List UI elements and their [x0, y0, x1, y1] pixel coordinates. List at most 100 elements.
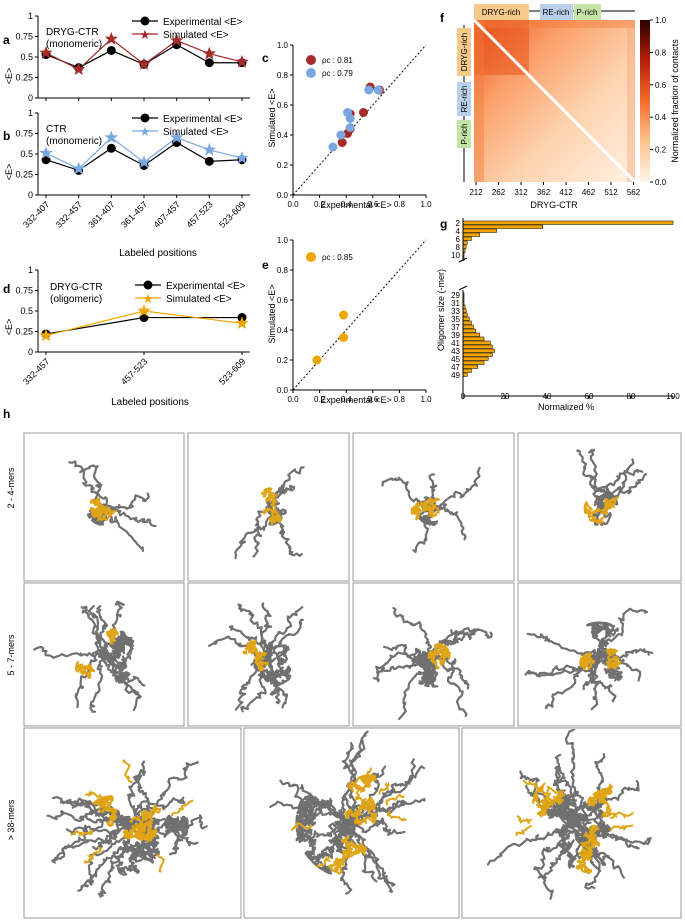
gold-chain — [105, 628, 120, 645]
gold-arm — [610, 811, 634, 820]
legend-orange-marker — [306, 252, 316, 262]
panel-h-grid — [23, 432, 682, 919]
gold-arm — [290, 822, 313, 832]
gold-chain — [75, 661, 96, 679]
sim-point — [72, 62, 86, 75]
gold-chain — [90, 503, 117, 522]
y-tick-label: 47 — [451, 363, 460, 372]
panel-b-legend: Experimental <E> ★ Simulated <E> — [132, 113, 243, 139]
x-tick-label: 362 — [537, 188, 551, 197]
x-tick-label: 312 — [514, 188, 528, 197]
gold-chain — [89, 497, 107, 521]
gray-core — [411, 648, 439, 688]
x-tick-label: 0.0 — [287, 395, 299, 404]
y-tick-label: 0 — [28, 347, 33, 357]
y-tick-label: 0 — [28, 190, 33, 200]
sim-point — [137, 304, 151, 317]
x-tick-label: 1.0 — [420, 200, 432, 209]
bar — [462, 324, 474, 329]
gray-chain — [131, 760, 199, 825]
scatter-point — [343, 108, 353, 117]
y-tick-label: 10 — [451, 251, 460, 260]
top-box-re — [540, 4, 573, 20]
panel-label-f: f — [440, 11, 445, 25]
protein-snapshot — [208, 602, 304, 713]
colorbar-tick-label: 0.8 — [655, 48, 667, 57]
x-tick-label: 562 — [627, 188, 641, 197]
protein-snapshot — [33, 600, 146, 713]
panel-b-xlabel: Labeled positions — [119, 248, 197, 259]
y-tick-label: 39 — [451, 331, 460, 340]
colorbar-tick-label: 0.0 — [655, 178, 667, 187]
panel-a-plot: 0 0.25 0.5 0.75 1 — [15, 11, 250, 103]
legend-exp-marker — [140, 16, 150, 26]
gray-core — [545, 793, 612, 869]
gray-core — [103, 630, 135, 684]
x-tick-label: 332-457 — [54, 199, 84, 229]
legend-blue-marker — [306, 68, 316, 78]
gray-core — [295, 792, 355, 875]
contact-map-diagonal — [472, 18, 637, 184]
y-tick-label: 0.75 — [15, 129, 33, 139]
gold-chain — [605, 647, 622, 670]
scatter-point — [339, 310, 349, 320]
x-tick-label: 0.4 — [341, 200, 353, 209]
x-tick-label: 0 — [461, 392, 466, 401]
gray-core — [416, 496, 439, 527]
x-tick-label: 212 — [469, 188, 483, 197]
bar — [462, 328, 476, 333]
bar — [462, 332, 481, 337]
gray-chain — [595, 652, 642, 682]
panel-b-ylabel: <E> — [4, 164, 14, 181]
panel-e-legend: ρc : 0.85 — [306, 252, 353, 262]
gray-chain — [431, 503, 467, 541]
panel-c-legend: ρc : 0.81 ρc : 0.79 — [306, 55, 353, 78]
legend-sim-marker: ★ — [142, 291, 154, 306]
panel-f-xlabel: DRYG-CTR — [530, 200, 578, 210]
top-box-re-label: RE-rich — [543, 8, 570, 17]
y-tick-label: 1 — [28, 265, 33, 275]
colorbar-tick-label: 0.6 — [655, 81, 667, 90]
legend-exp-label: Experimental <E> — [163, 114, 243, 125]
axis-break — [458, 257, 468, 263]
sim-point — [39, 328, 53, 342]
y-tick-label: 0.6 — [277, 296, 289, 305]
panel-e-plot: 0.00.0 0.2 0.2 0.4 0.4 0.6 0.6 0.8 0.8 1.0 1.0 — [277, 236, 432, 404]
legend-sim-marker: ★ — [139, 124, 151, 139]
panel-g-ylabel: Oligomer size (-mer) — [436, 269, 446, 351]
bar — [462, 348, 495, 353]
colorbar-ticks: 0.0 0.2 0.4 0.6 0.8 1.0 — [650, 16, 667, 187]
protein-snapshot — [68, 460, 157, 553]
legend-sim-label: Simulated <E> — [163, 30, 229, 41]
bar — [462, 312, 468, 317]
x-tick-label: 0.8 — [394, 200, 406, 209]
x-tick-label: 332-407 — [21, 199, 51, 229]
colorbar-tick-label: 0.2 — [655, 146, 667, 155]
scatter-point — [358, 108, 368, 117]
x-tick-label: 457-523 — [119, 356, 149, 386]
y-tick-label: 0.5 — [20, 149, 33, 159]
y-tick-label: 41 — [451, 339, 460, 348]
bar — [462, 320, 472, 325]
y-tick-label: 0.75 — [15, 286, 33, 296]
y-tick-label: 0.4 — [277, 326, 289, 335]
gray-chain — [97, 821, 134, 898]
y-tick-label: 1 — [28, 108, 33, 118]
y-tick-label: 0.5 — [20, 52, 33, 62]
gold-chain — [600, 496, 619, 515]
diagonal-line — [292, 44, 427, 196]
y-tick-label: 0.75 — [15, 32, 33, 42]
bar — [462, 228, 497, 233]
protein-snapshot — [381, 466, 481, 554]
panel-g-xlabel: Normalized % — [538, 402, 594, 412]
y-tick-label: 0.5 — [20, 306, 33, 316]
panel-c-xlabel: Experimental <E> — [320, 200, 392, 210]
scatter-point — [345, 123, 355, 132]
panel-e-ylabel: Simulated <E> — [267, 284, 277, 343]
gold-chain — [129, 804, 162, 843]
colorbar-tick-label: 0.4 — [655, 113, 667, 122]
x-tick-label: 407-457 — [152, 199, 182, 229]
bar — [462, 352, 493, 357]
